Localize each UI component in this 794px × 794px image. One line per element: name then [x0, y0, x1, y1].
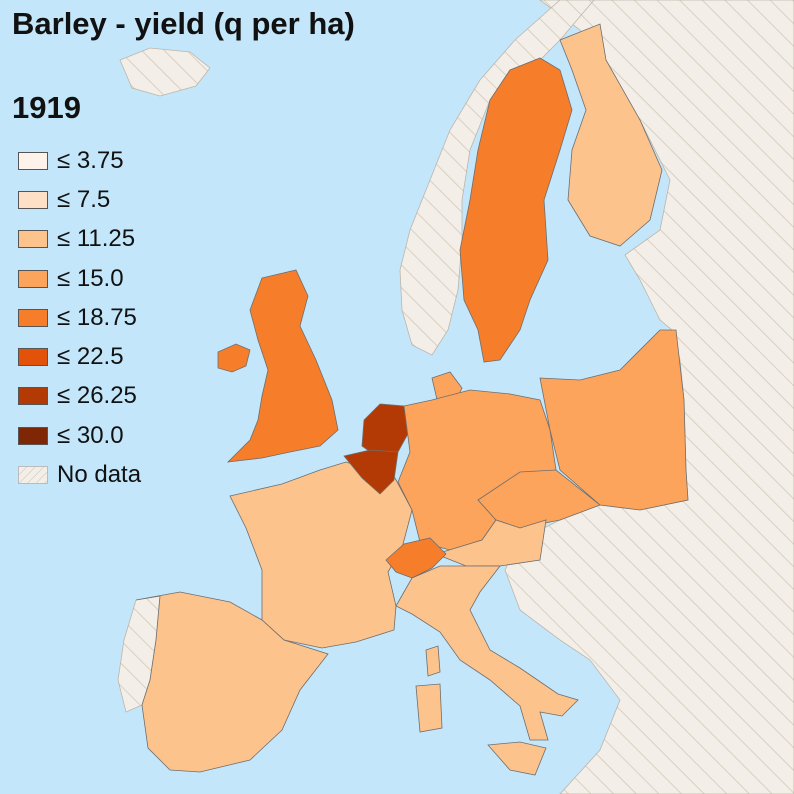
legend-item: ≤ 22.5: [18, 337, 141, 376]
legend-swatch: [18, 308, 48, 327]
legend-swatch: [18, 387, 48, 406]
region-iceland: [119, 47, 211, 97]
legend-item: ≤ 7.5: [18, 180, 141, 219]
legend-swatch: [18, 426, 48, 445]
legend-label: No data: [57, 461, 142, 489]
legend-item: ≤ 18.75: [18, 298, 141, 337]
legend-swatch: [18, 190, 48, 209]
legend-label: ≤ 11.25: [57, 225, 136, 253]
legend-item: ≤ 15.0: [18, 259, 141, 298]
legend-item: ≤ 30.0: [18, 416, 141, 455]
legend-item: ≤ 3.75: [18, 141, 141, 180]
region-poland: [539, 329, 689, 511]
year-label: 1919: [12, 90, 81, 125]
region-france: [229, 461, 413, 649]
region-corsica: [425, 645, 441, 677]
map-title: Barley - yield (q per ha): [12, 6, 355, 41]
region-sicily: [487, 741, 547, 776]
legend-item: No data: [18, 455, 141, 494]
legend-label: ≤ 18.75: [57, 303, 137, 331]
region-italy: [395, 565, 579, 741]
legend-label: ≤ 7.5: [57, 185, 111, 213]
legend-label: ≤ 30.0: [57, 421, 124, 449]
legend-label: ≤ 22.5: [57, 343, 124, 371]
legend-swatch: [18, 230, 48, 249]
region-netherlands: [361, 403, 411, 457]
region-sweden: [459, 57, 573, 363]
region-sardinia: [415, 683, 443, 733]
region-finland: [559, 23, 663, 247]
legend-label: ≤ 3.75: [57, 146, 124, 174]
legend-label: ≤ 26.25: [57, 382, 137, 410]
region-spain: [135, 591, 329, 773]
legend-swatch: [18, 348, 48, 367]
region-switzerland: [385, 537, 447, 579]
legend-swatch: [18, 269, 48, 288]
legend-item: ≤ 26.25: [18, 377, 141, 416]
legend: ≤ 3.75 ≤ 7.5 ≤ 11.25 ≤ 15.0 ≤ 18.75 ≤ 22…: [18, 141, 141, 495]
legend-item: ≤ 11.25: [18, 220, 141, 259]
region-ireland: [217, 343, 251, 373]
legend-swatch: [18, 151, 48, 170]
legend-swatch-no-data: [18, 466, 48, 485]
legend-label: ≤ 15.0: [57, 264, 124, 292]
region-united-kingdom: [226, 269, 339, 463]
region-belgium: [343, 449, 399, 495]
